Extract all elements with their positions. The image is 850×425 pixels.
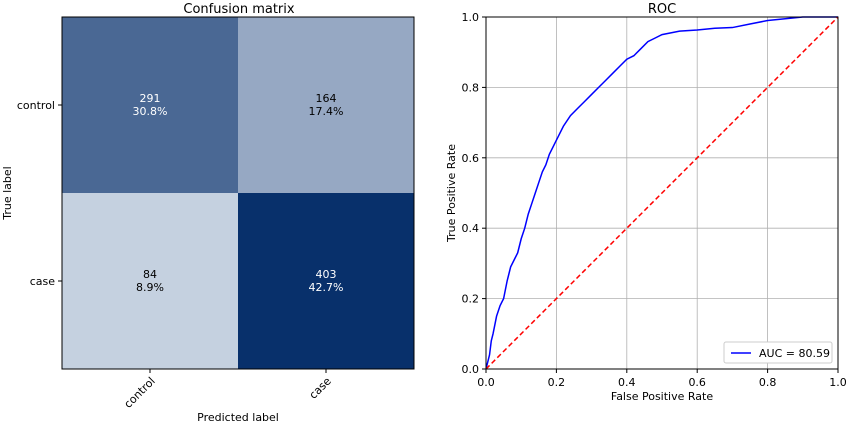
roc-ytick-4: 0.8 [462,81,480,94]
confusion-matrix-frame [61,16,415,370]
roc-ytick-1: 0.2 [462,293,480,306]
cm-percent-1-1: 42.7% [309,281,344,294]
cm-percent-0-0: 30.8% [133,105,168,118]
roc-xtick-1: 0.2 [548,376,566,389]
roc-ytick-5: 1.0 [462,11,480,24]
cm-xtick-case: case [307,374,334,401]
roc-ytick-2: 0.4 [462,222,480,235]
roc-ytick-0: 0.0 [462,363,480,376]
roc-xlabel: False Positive Rate [611,390,713,403]
roc-curve [485,16,838,370]
legend-box [723,341,833,364]
roc-xtick-4: 0.8 [759,376,777,389]
roc-xtick-0: 0.0 [477,376,495,389]
cm-count-0-1: 164 [316,92,337,105]
roc-panel: ROC 0.0 0.2 0.4 0.6 0.8 1.0 0.0 0.2 0.4 0.6 0.8 1.0… [445,2,847,403]
roc-title: ROC [648,2,676,17]
roc-xtick-5: 1.0 [829,376,847,389]
cm-cell-1-1 [238,193,414,369]
cm-ytick-control: control [17,99,55,112]
legend-label-auc: AUC = 80.59 [759,347,830,360]
cm-cell-0-1 [238,17,414,193]
cm-xtick-control: control [122,375,158,411]
cm-ytick-case: case [30,275,56,288]
cm-ylabel: True label [1,166,14,220]
roc-xtick-3: 0.6 [688,376,706,389]
roc-ticks: 0.0 0.2 0.4 0.6 0.8 1.0 0.0 0.2 0.4 0.6 0.8 1.0 [462,11,847,389]
roc-xtick-2: 0.4 [618,376,636,389]
roc-frame [485,16,839,370]
roc-lines [485,16,839,370]
roc-chance-line [485,16,839,370]
roc-legend: AUC = 80.59 [723,341,833,364]
cm-count-1-1: 403 [316,268,337,281]
cm-percent-1-0: 8.9% [136,281,164,294]
cm-count-0-0: 291 [140,92,161,105]
confusion-matrix-title: Confusion matrix [183,2,294,17]
cm-cell-0-0 [62,17,238,193]
cm-count-1-0: 84 [143,268,157,281]
cm-cell-1-0 [62,193,238,369]
roc-ytick-3: 0.6 [462,152,480,165]
cm-percent-0-1: 17.4% [309,105,344,118]
roc-ylabel: True Positive Rate [445,144,458,243]
cm-xlabel: Predicted label [197,411,279,424]
